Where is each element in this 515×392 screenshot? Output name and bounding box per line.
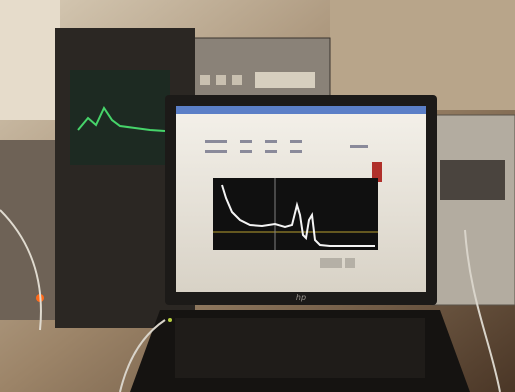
indicator bbox=[372, 162, 382, 182]
rack-left bbox=[0, 140, 55, 320]
cable bbox=[0, 209, 42, 331]
equipment-right bbox=[431, 114, 515, 306]
controls bbox=[205, 140, 368, 153]
scope-screen bbox=[70, 70, 170, 165]
button bbox=[232, 75, 242, 85]
button bbox=[216, 75, 226, 85]
laptop-logo: hp bbox=[296, 293, 306, 302]
scope-trace bbox=[77, 105, 166, 132]
panel bbox=[440, 160, 505, 200]
wall-right bbox=[330, 0, 515, 110]
button bbox=[200, 75, 210, 85]
button bbox=[320, 258, 342, 268]
button bbox=[345, 258, 355, 268]
cable bbox=[119, 319, 166, 392]
cable bbox=[464, 229, 501, 392]
wall-left bbox=[0, 0, 60, 120]
title-bar bbox=[176, 106, 426, 114]
instrument-top bbox=[189, 37, 331, 101]
label-plate bbox=[255, 72, 315, 88]
keyboard bbox=[175, 318, 425, 378]
led bbox=[168, 318, 172, 322]
plot-trace bbox=[221, 184, 375, 247]
